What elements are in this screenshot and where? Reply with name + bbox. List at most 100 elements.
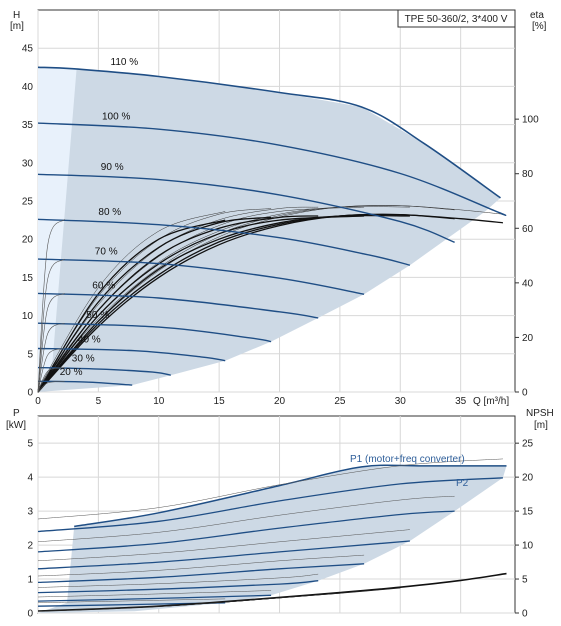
- top-tick-labels: 0 5 10 15 20 25 30 35 0 5 10 15 20 25 30 35 40 45 0 20 40 60 8…: [22, 44, 539, 407]
- top-plot: 0 5 10 15 20 25 30 35 0 5 10 15 20 25 30 35 40 45 0 20 40 60 8…: [10, 9, 547, 407]
- head-curve: [37, 347, 226, 362]
- p-tick-label: 5: [27, 439, 33, 450]
- y-tick-label: 30: [22, 158, 34, 169]
- y-tick-label: 5: [27, 349, 33, 360]
- efficiency-curves: [37, 205, 503, 393]
- y-axis-label-h: H: [13, 10, 20, 21]
- head-curve-min: [37, 293, 65, 393]
- efficiency-curve: [37, 215, 365, 393]
- head-curve-min: [37, 258, 65, 393]
- y-tick-label: 45: [22, 44, 34, 55]
- speed-label: 80 %: [98, 207, 121, 218]
- y2-tick-label: 60: [522, 224, 534, 235]
- x-tick-label: 0: [35, 396, 41, 407]
- p1-curve-thin: [37, 573, 319, 588]
- y-tick-label: 10: [22, 311, 34, 322]
- p2-curve: [37, 510, 455, 553]
- p1-label: P1 (motor+freq converter): [350, 454, 465, 465]
- bottom-operating-range: [38, 465, 507, 613]
- y-axis-label-p: P: [13, 408, 20, 419]
- y2-tick-label: 100: [522, 115, 539, 126]
- head-curve: [37, 322, 272, 343]
- npsh-line-thin: [37, 597, 280, 612]
- y2-axis-unit-eta: [%]: [532, 21, 547, 32]
- head-curve-min: [37, 381, 65, 393]
- p1-curve-thin: [37, 590, 272, 598]
- npsh-tick-label: 10: [522, 541, 534, 552]
- title-box: [397, 9, 516, 28]
- efficiency-curve: [37, 213, 455, 393]
- x-tick-label: 10: [153, 396, 165, 407]
- speed-label: 100 %: [102, 111, 130, 122]
- npsh-tick-label: 5: [522, 575, 528, 586]
- npsh-tick-label: 25: [522, 439, 534, 450]
- power-range-area: [38, 465, 507, 613]
- p-tick-label: 3: [27, 507, 33, 518]
- speed-label: 20 %: [60, 367, 83, 378]
- head-curve-min: [37, 367, 65, 393]
- npsh-tick-label: 15: [522, 507, 534, 518]
- npsh-tick-label: 0: [522, 609, 528, 620]
- y-tick-label: 25: [22, 197, 34, 208]
- head-curve-min: [37, 322, 65, 393]
- x-tick-label: 5: [96, 396, 102, 407]
- head-curves: [37, 66, 507, 393]
- y2-tick-label: 80: [522, 169, 534, 180]
- bottom-tick-labels: 0 1 2 3 4 5 0 5 10 15 20 25: [27, 439, 533, 620]
- y-tick-label: 15: [22, 273, 34, 284]
- efficiency-curve: [37, 215, 319, 393]
- y-tick-label: 20: [22, 235, 34, 246]
- efficiency-curve-thin: [37, 211, 226, 390]
- head-curve: [37, 218, 411, 266]
- y-axis-unit-h: [m]: [10, 21, 24, 32]
- speed-label: 50 %: [86, 310, 109, 321]
- head-curve-min: [37, 219, 65, 393]
- speed-labels: 110 % 100 % 90 % 80 % 70 % 60 % 50 % 40 % 30 % 20…: [60, 57, 139, 378]
- p2-curve: [37, 477, 503, 533]
- p1-curve-thin: [37, 495, 455, 543]
- p1-curve: [74, 464, 507, 528]
- p1-curve-thin: [37, 529, 410, 562]
- p1-curve-thin: [37, 598, 226, 603]
- efficiency-curve: [37, 216, 272, 393]
- p-tick-label: 4: [27, 473, 33, 484]
- y2-axis-unit-npsh: [m]: [534, 420, 548, 431]
- p2-curve: [37, 594, 272, 602]
- speed-label: 90 %: [101, 162, 124, 173]
- y-axis-unit-p: [kW]: [6, 420, 26, 431]
- y2-tick-label: 0: [522, 388, 528, 399]
- x-tick-label: 15: [214, 396, 226, 407]
- y2-axis-label-eta: eta: [530, 10, 544, 21]
- p1-curve-thin: [37, 554, 365, 577]
- power-curves: [37, 458, 507, 607]
- y-tick-label: 40: [22, 82, 34, 93]
- p2-curve: [37, 580, 319, 594]
- head-curve: [37, 173, 455, 243]
- head-curve: [37, 258, 365, 295]
- y-tick-label: 35: [22, 120, 34, 131]
- min-flow-area: [38, 67, 77, 393]
- y2-tick-label: 20: [522, 333, 534, 344]
- chart-title: TPE 50-360/2, 3*400 V: [405, 14, 508, 25]
- speed-label: 110 %: [111, 57, 139, 68]
- head-curve: [37, 66, 501, 199]
- x-tick-label: 35: [455, 396, 467, 407]
- y2-tick-label: 40: [522, 278, 534, 289]
- x-tick-label: 20: [274, 396, 286, 407]
- x-tick-label: 25: [334, 396, 346, 407]
- top-operating-range: [38, 67, 501, 393]
- head-curve: [37, 380, 133, 386]
- npsh-tick-label: 20: [522, 473, 534, 484]
- p-tick-label: 2: [27, 541, 33, 552]
- efficiency-curve-thin: [37, 205, 455, 390]
- speed-label: 60 %: [92, 281, 115, 292]
- npsh-curve: [37, 572, 507, 612]
- speed-label: 40 %: [78, 335, 101, 346]
- y-tick-label: 0: [27, 388, 33, 399]
- speed-label: 70 %: [95, 246, 118, 257]
- head-curve-min: [37, 348, 65, 393]
- p1-curve-thin: [37, 458, 503, 520]
- y2-axis-label-npsh: NPSH: [526, 408, 554, 419]
- p2-label: P2: [456, 478, 469, 489]
